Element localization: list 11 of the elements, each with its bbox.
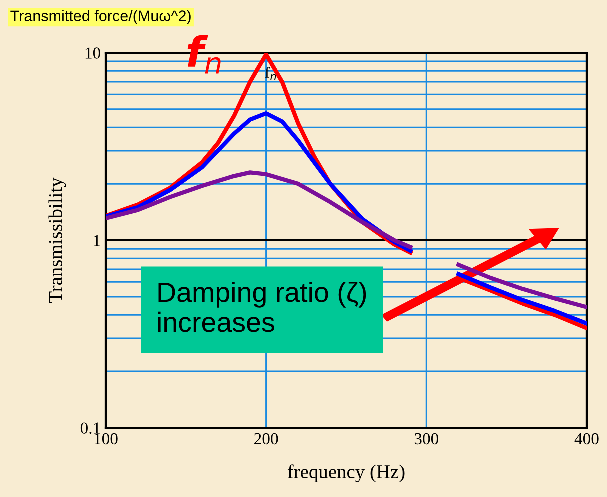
x-axis-title: frequency (Hz)	[288, 464, 405, 483]
y-tick-label: 10	[86, 48, 100, 59]
y-tick-label: 0.1	[80, 422, 100, 434]
x-tick-label: 300	[414, 433, 439, 445]
chart-title: Transmitted force/(Muω^2)	[10, 10, 191, 25]
y-tick-label: 1	[94, 235, 100, 246]
x-tick-label: 400	[574, 433, 599, 445]
y-axis-title: Transmissibility	[48, 178, 66, 303]
x-tick-label: 100	[94, 433, 118, 445]
x-tick-label: 200	[254, 433, 278, 445]
annotation: Damping ratio (ζ) increases	[158, 282, 366, 332]
